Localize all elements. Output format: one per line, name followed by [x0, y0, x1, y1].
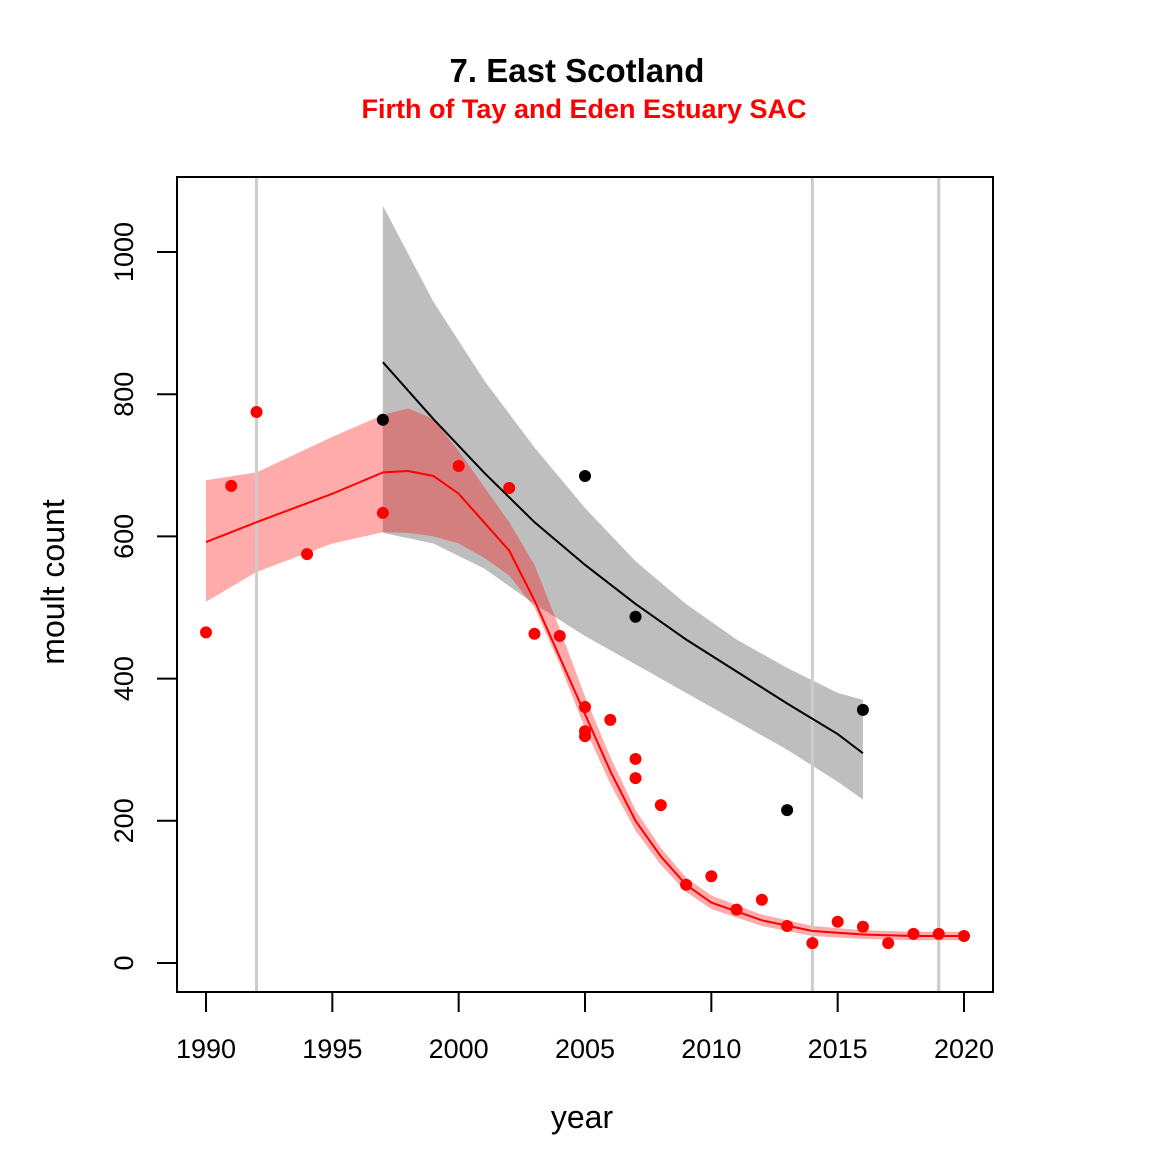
red-data-point	[200, 626, 212, 639]
black-data-point	[856, 703, 869, 716]
red-data-point	[225, 479, 238, 492]
y-tick-label: 800	[109, 372, 139, 417]
red-data-point	[654, 799, 667, 812]
red-data-point	[856, 920, 869, 933]
red-data-point	[831, 915, 844, 928]
red-data-point	[705, 870, 718, 883]
chart-subtitle: Firth of Tay and Eden Estuary SAC	[361, 94, 806, 124]
x-tick-label: 1990	[176, 1034, 236, 1064]
red-data-point	[553, 629, 566, 642]
confidence-bands	[206, 205, 964, 941]
red-data-point	[755, 893, 768, 906]
red-data-point	[882, 937, 895, 950]
black-data-point	[579, 469, 591, 482]
y-tick-label: 1000	[109, 222, 139, 282]
x-tick-label: 1995	[302, 1034, 362, 1064]
red-data-point	[604, 713, 617, 726]
y-axis-label: moult count	[35, 499, 71, 665]
red-data-point	[806, 937, 819, 950]
red-data-point	[629, 772, 642, 785]
chart-title: 7. East Scotland	[450, 52, 705, 89]
red-data-point	[907, 927, 920, 940]
black-confidence-band	[382, 205, 863, 800]
red-data-point	[781, 920, 794, 933]
data-points	[200, 405, 970, 950]
red-data-point	[730, 903, 743, 916]
x-tick-label: 2005	[555, 1034, 615, 1064]
red-data-point	[376, 506, 389, 519]
red-data-point	[250, 405, 263, 418]
y-tick-label: 0	[109, 955, 139, 970]
black-data-point	[629, 610, 642, 623]
red-data-point	[452, 460, 465, 473]
y-tick-label: 400	[109, 656, 139, 701]
red-data-point	[301, 548, 314, 561]
y-tick-label: 200	[109, 798, 139, 843]
black-data-point	[376, 413, 389, 426]
red-data-point	[579, 701, 591, 714]
x-axis-label: year	[551, 1099, 614, 1135]
black-fit-line	[382, 361, 864, 755]
x-tick-label: 2015	[808, 1034, 868, 1064]
y-tick-label: 600	[109, 514, 139, 559]
red-data-point	[680, 878, 693, 891]
y-axis: 0 200 400 600 800 1000	[109, 222, 178, 971]
x-tick-label: 2010	[681, 1034, 741, 1064]
x-axis: 1990 1995 2000 2005 2010 2015 2020	[176, 991, 994, 1064]
x-tick-label: 2000	[429, 1034, 489, 1064]
black-data-point	[781, 804, 794, 817]
red-data-point	[932, 927, 945, 940]
red-data-point	[503, 482, 516, 495]
red-data-point	[958, 929, 970, 942]
red-data-point	[579, 730, 591, 743]
red-confidence-band	[206, 408, 964, 941]
red-data-point	[629, 752, 642, 765]
x-tick-label: 2020	[934, 1034, 994, 1064]
reference-lines	[255, 178, 941, 991]
red-data-point	[528, 627, 541, 640]
